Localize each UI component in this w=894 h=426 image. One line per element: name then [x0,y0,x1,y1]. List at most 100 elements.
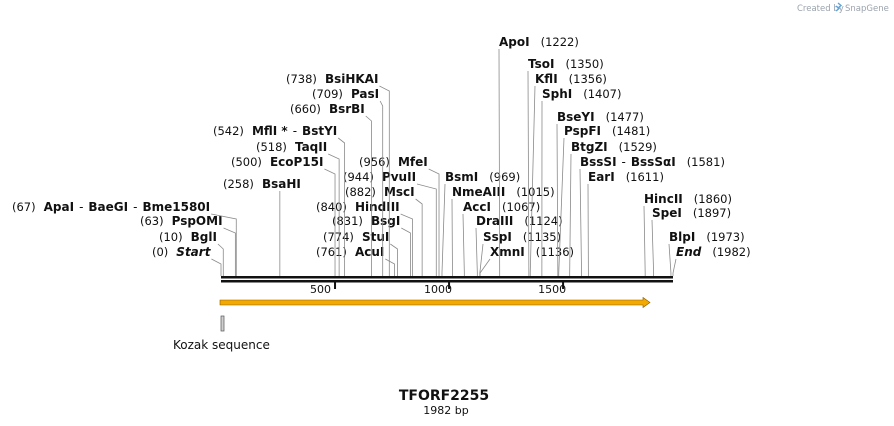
leader-line-acui [385,258,395,276]
enzyme-name-hincii: HincII [644,192,683,206]
site-stui[interactable]: (774) StuI [323,230,389,244]
site-position-bseyi: (1477) [606,110,644,124]
leader-line-apai [211,213,237,276]
enzyme-name-apai: Bme1580I [142,200,210,214]
enzyme-name-bsmi: BsmI [445,170,478,184]
site-kfli[interactable]: KflI (1356) [535,72,607,86]
site-bseyi[interactable]: BseYI (1477) [557,110,644,124]
site-position-bsihkai: (738) [286,72,317,86]
site-sphi[interactable]: SphI (1407) [542,87,622,101]
site-spei[interactable]: SpeI (1897) [652,206,731,220]
site-position-apai: (67) [12,200,36,214]
enzyme-name-taqii: TaqII [295,140,327,154]
site-bsrbi[interactable]: (660) BsrBI [290,102,365,116]
enzyme-name-spei: SpeI [652,206,682,220]
site-end[interactable]: End (1982) [676,245,751,259]
site-mfli[interactable]: (542) MflI * - BstYI [213,124,337,138]
enzyme-name-pvuii: PvuII [382,170,416,184]
axis-tick-label: 500 [310,283,331,296]
site-blpi[interactable]: BlpI (1973) [669,230,745,244]
site-bsmi[interactable]: BsmI (969) [445,170,520,184]
leader-line-btgzi [569,153,572,276]
leader-line-blpi [668,243,672,276]
site-sspi[interactable]: SspI (1135) [483,230,561,244]
leader-line-draiii [475,227,478,276]
site-position-end: (1982) [712,245,750,259]
leader-line-bsrbi [365,115,372,276]
enzyme-name-btgzi: BtgZI [571,140,608,154]
site-bsahi[interactable]: (258) BsaHI [223,177,301,191]
leader-line-kfli [529,85,536,276]
site-position-hincii: (1860) [694,192,732,206]
site-apoi[interactable]: ApoI (1222) [499,35,579,49]
site-position-eari: (1611) [626,170,664,184]
enzyme-name-apoi: ApoI [499,35,530,49]
axis-tick [448,282,451,289]
site-start[interactable]: (0) Start [152,245,212,259]
site-ecop15i[interactable]: (500) EcoP15I [231,155,323,169]
site-position-spei: (1897) [693,206,731,220]
site-xmni[interactable]: XmnI (1136) [490,245,574,259]
site-eari[interactable]: EarI (1611) [588,170,664,184]
leader-line-end [672,258,677,276]
site-bsgi[interactable]: (831) BsgI [332,214,400,228]
site-pspfi[interactable]: PspFI (1481) [564,124,650,138]
top-strand [221,276,673,279]
site-position-bsgi: (831) [332,214,363,228]
site-msci[interactable]: (882) MscI [345,185,415,199]
leader-line-pasi [379,100,384,276]
site-position-acui: (761) [316,245,347,259]
site-position-acci: (1067) [502,200,540,214]
axis-tick-label: 1500 [538,283,566,296]
leader-line-bsgi [401,227,411,276]
kozak-label: Kozak sequence [173,338,270,352]
enzyme-name-bseyi: BseYI [557,110,595,124]
site-apai[interactable]: (67) ApaI - BaeGI - Bme1580I [12,200,210,214]
enzyme-name-bsssi: BssSαI [631,155,676,169]
site-acui[interactable]: (761) AcuI [316,245,384,259]
enzyme-name-eari: EarI [588,170,615,184]
leader-line-bsssi [579,168,582,276]
kozak-feature-box[interactable] [220,315,225,332]
enzyme-name-pspfi: PspFI [564,124,601,138]
site-mfei[interactable]: (956) MfeI [359,155,428,169]
enzyme-name-pasi: PasI [351,87,379,101]
site-tsoi[interactable]: TsoI (1350) [528,57,604,71]
site-draiii[interactable]: DraIII (1124) [476,214,563,228]
site-position-blpi: (1973) [706,230,744,244]
site-position-bsssi: (1581) [687,155,725,169]
enzyme-name-sspi: SspI [483,230,512,244]
site-separator: - [293,124,297,138]
enzyme-name-apai: ApaI [44,200,74,214]
site-bsihkai[interactable]: (738) BsiHKAI [286,72,378,86]
orf-arrow[interactable] [219,296,651,309]
site-psp0mi[interactable]: (63) PspOMI [140,214,223,228]
enzyme-name-bgli: BglI [191,230,217,244]
site-leader-lines [211,48,677,276]
sequence-length: 1982 bp [423,404,468,417]
site-hindiii[interactable]: (840) HindIII [316,200,400,214]
site-position-pvuii: (944) [343,170,374,184]
sequence-name: TFORF2255 [399,388,489,404]
site-bgli[interactable]: (10) BglI [159,230,217,244]
site-btgzi[interactable]: BtgZI (1529) [571,140,657,154]
site-bsssi[interactable]: BssSI - BssSαI (1581) [580,155,725,169]
leader-line-msci [415,198,423,276]
enzyme-name-mfli: BstYI [302,124,337,138]
enzyme-name-bsihkai: BsiHKAI [325,72,379,86]
leader-line-xmni [479,258,491,276]
site-separator: - [79,200,83,214]
leader-line-bsihkai [379,85,390,276]
axis-tick-label: 1000 [424,283,452,296]
leader-line-bseyi [556,123,559,276]
site-acci[interactable]: AccI (1067) [463,200,540,214]
leader-line-start [211,258,222,276]
site-nmeaiii[interactable]: NmeAIII (1015) [452,185,555,199]
snapgene-logo-icon [835,2,843,12]
site-taqii[interactable]: (518) TaqII [256,140,327,154]
site-pasi[interactable]: (709) PasI [312,87,379,101]
site-hincii[interactable]: HincII (1860) [644,192,732,206]
enzyme-name-msci: MscI [384,185,415,199]
site-pvuii[interactable]: (944) PvuII [343,170,416,184]
